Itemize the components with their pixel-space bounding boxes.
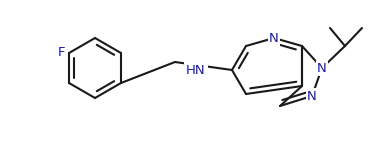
Text: N: N <box>307 90 317 103</box>
Text: N: N <box>317 61 327 74</box>
Text: HN: HN <box>186 63 206 77</box>
Text: F: F <box>58 47 65 60</box>
Text: N: N <box>269 31 279 45</box>
